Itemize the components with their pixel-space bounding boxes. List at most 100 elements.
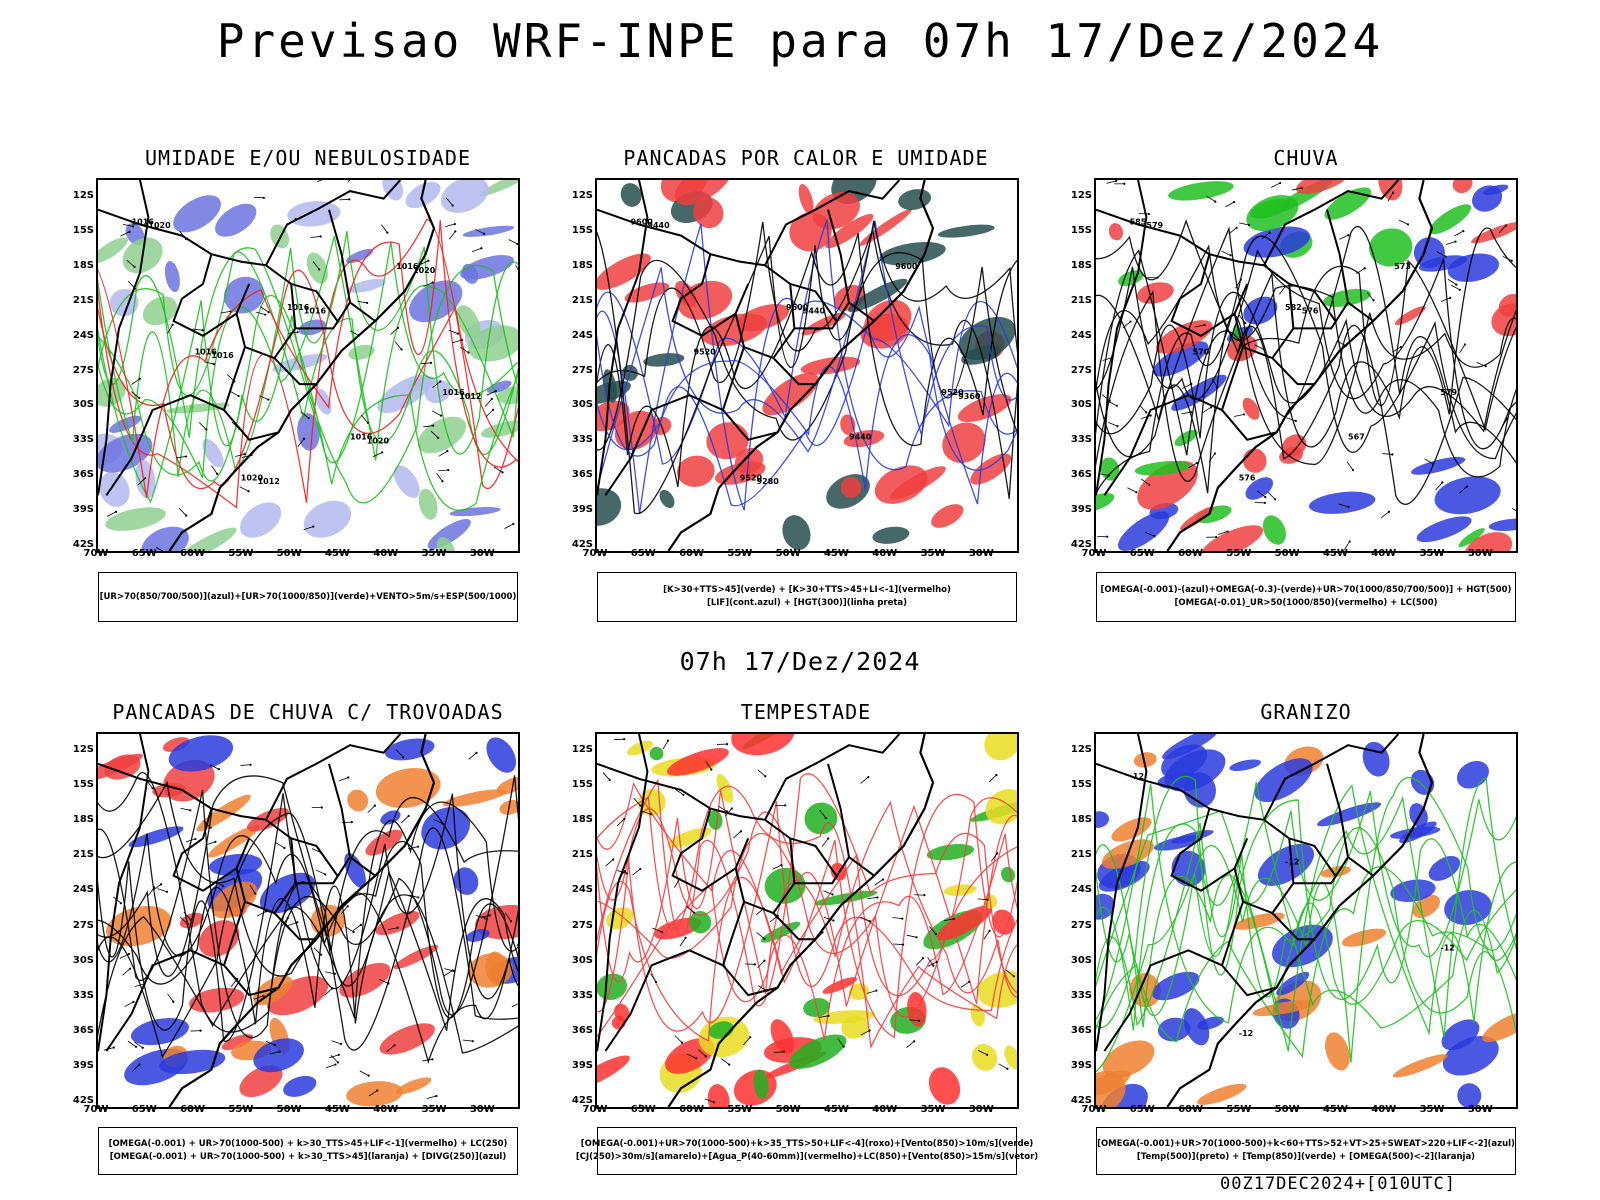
wind-vector xyxy=(459,346,470,354)
wind-vector xyxy=(426,1094,438,1099)
wind-vector xyxy=(1147,276,1159,279)
lon-tick-label: 60W xyxy=(180,548,206,559)
wind-vector xyxy=(1366,292,1375,302)
contour-label: 1012 xyxy=(459,392,481,401)
wind-vector xyxy=(192,328,204,332)
wind-vector xyxy=(438,468,450,472)
shaded-area xyxy=(1394,306,1426,326)
shaded-area xyxy=(620,183,642,207)
lon-tick-label: 70W xyxy=(83,1104,109,1115)
shaded-area xyxy=(701,313,768,347)
shaded-area xyxy=(1174,429,1198,447)
lat-tick-label: 30S xyxy=(571,399,593,411)
shaded-area xyxy=(804,802,838,835)
contour-line xyxy=(98,780,518,1064)
wind-vector xyxy=(662,739,670,750)
wind-vector xyxy=(1005,969,1015,978)
wind-vector xyxy=(275,842,286,850)
shaded-area xyxy=(384,738,435,761)
contour-line xyxy=(1096,291,1516,439)
contour-line xyxy=(597,833,1017,1041)
lat-tick-label: 39S xyxy=(571,504,593,516)
shaded-area xyxy=(971,1043,998,1071)
lat-tick-label: 27S xyxy=(72,364,94,376)
contour-label: 1020 xyxy=(413,266,436,275)
wind-vector xyxy=(860,1029,871,1036)
wind-vector xyxy=(819,809,827,820)
map-tempestade[interactable] xyxy=(595,732,1019,1109)
wind-vector xyxy=(1270,181,1282,188)
lat-tick-label: 36S xyxy=(571,469,593,481)
legend-pancadas-calor: [K>30+TTS>45](verde) + [K>30+TTS>45+LI<-… xyxy=(597,572,1017,622)
map-pancadas-trovoadas[interactable] xyxy=(96,732,520,1109)
lat-tick-label: 36S xyxy=(1070,1024,1092,1036)
contour-label: 567 xyxy=(1348,433,1365,442)
contour-line xyxy=(98,218,518,509)
lat-tick-label: 30S xyxy=(72,954,94,966)
shaded-area xyxy=(1434,476,1501,515)
wind-vector xyxy=(1114,182,1126,185)
lat-tick-label: 24S xyxy=(1070,329,1092,341)
wind-vector xyxy=(486,389,497,396)
wind-vector xyxy=(126,260,136,268)
wind-vector xyxy=(1194,323,1206,328)
wind-vector xyxy=(1502,256,1513,262)
wind-vector xyxy=(438,450,449,457)
wind-vector xyxy=(122,967,132,976)
wind-vector xyxy=(1211,378,1219,389)
shaded-area xyxy=(1341,928,1387,947)
country-border xyxy=(265,180,402,266)
shaded-area xyxy=(666,748,729,776)
legend-tempestade: [OMEGA(-0.001)+UR>70(1000-500)+k>35_TTS>… xyxy=(576,1127,1038,1175)
wind-vector xyxy=(265,1040,277,1047)
lat-tick-label: 42S xyxy=(1070,1095,1092,1106)
shaded-area xyxy=(812,191,860,230)
lat-tick-label: 15S xyxy=(571,224,593,236)
wind-vector xyxy=(281,917,289,927)
lat-tick-label: 33S xyxy=(1070,434,1092,446)
shaded-area xyxy=(208,824,260,858)
wind-vector xyxy=(1254,501,1266,504)
country-border xyxy=(772,912,816,941)
shaded-area xyxy=(380,810,401,825)
wind-vector xyxy=(1343,540,1351,551)
panel-title-tempestade: TEMPESTADE xyxy=(740,700,872,724)
shaded-area xyxy=(874,465,928,504)
wind-vector xyxy=(1380,510,1391,519)
shaded-area xyxy=(253,1038,304,1073)
shaded-area xyxy=(936,905,993,941)
lat-tick-label: 18S xyxy=(1070,814,1092,826)
lat-tick-label: 12S xyxy=(1070,190,1092,201)
wind-vector xyxy=(452,338,464,344)
shaded-area xyxy=(1413,237,1445,269)
wind-vector xyxy=(1450,284,1461,291)
country-border xyxy=(328,209,351,303)
wind-vector xyxy=(147,886,156,896)
map-canvas: 1016101610161020101610161016102010161012… xyxy=(98,180,518,551)
wind-vector xyxy=(287,921,299,926)
wind-vector xyxy=(155,546,164,551)
contour-line xyxy=(1096,249,1516,456)
contour-label: 582 xyxy=(1285,303,1302,312)
panel-title-granizo: GRANIZO xyxy=(1260,700,1352,724)
shaded-area xyxy=(1482,1010,1516,1043)
map-pancadas-calor[interactable]: 9600 9600 9520 9520 9600 9520 9440 9440 9440 9360… xyxy=(595,178,1019,553)
contour-line xyxy=(98,772,518,1033)
shaded-area xyxy=(693,197,724,229)
contour-line xyxy=(98,885,518,1054)
map-umidade[interactable]: 1016 1016 1016 1020 1016 1016 1016 1020 1016 1012… xyxy=(96,178,520,553)
shaded-area xyxy=(847,278,908,313)
country-border xyxy=(98,762,339,877)
wind-vector xyxy=(1511,508,1516,512)
country-border xyxy=(1103,949,1223,1052)
wind-vector xyxy=(1145,531,1156,538)
wind-vector xyxy=(743,1036,752,1045)
map-granizo[interactable]: -12 -12 -12 -12 xyxy=(1094,732,1518,1109)
shaded-area xyxy=(667,827,712,848)
wind-vector xyxy=(255,311,267,316)
shaded-area xyxy=(1155,320,1213,354)
wind-vector xyxy=(906,934,918,939)
wind-vector xyxy=(516,943,518,947)
map-chuva[interactable]: 585 582 579 576 573 570 567 579 576 xyxy=(1094,178,1518,553)
wind-vector xyxy=(339,198,351,201)
